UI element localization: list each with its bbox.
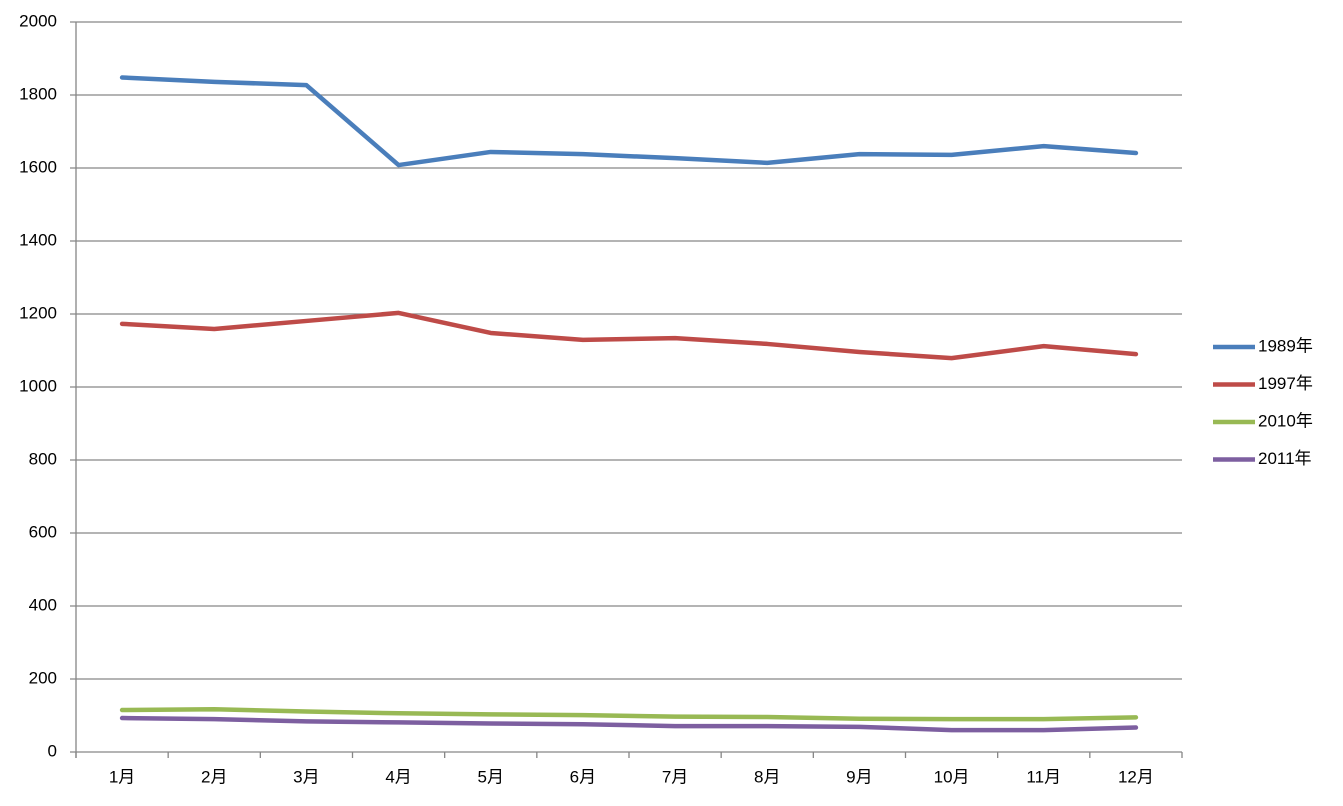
y-tick-label: 600 xyxy=(29,522,57,541)
y-tick-label: 1800 xyxy=(19,84,57,103)
x-tick-label: 12月 xyxy=(1118,767,1154,786)
x-tick-label: 7月 xyxy=(662,767,688,786)
y-tick-label: 200 xyxy=(29,668,57,687)
y-tick-label: 2000 xyxy=(19,11,57,30)
y-tick-label: 1000 xyxy=(19,376,57,395)
x-tick-label: 9月 xyxy=(846,767,872,786)
x-tick-label: 4月 xyxy=(385,767,411,786)
x-tick-label: 5月 xyxy=(478,767,504,786)
x-tick-label: 8月 xyxy=(754,767,780,786)
series-line xyxy=(119,75,1139,168)
x-tick-label: 3月 xyxy=(293,767,319,786)
y-tick-label: 1600 xyxy=(19,157,57,176)
legend-label: 1989年 xyxy=(1258,336,1313,355)
y-tick-label: 1400 xyxy=(19,230,57,249)
y-tick-label: 1200 xyxy=(19,303,57,322)
x-tick-label: 11月 xyxy=(1026,767,1061,786)
y-tick-label: 800 xyxy=(29,449,57,468)
legend-label: 1997年 xyxy=(1258,374,1313,393)
series-line xyxy=(119,310,1139,361)
legend-label: 2010年 xyxy=(1258,411,1313,430)
x-tick-label: 2月 xyxy=(201,767,227,786)
y-tick-label: 0 xyxy=(48,741,57,760)
y-tick-label: 400 xyxy=(29,595,57,614)
series-line xyxy=(119,707,1139,722)
x-tick-label: 10月 xyxy=(934,767,970,786)
x-tick-label: 6月 xyxy=(570,767,596,786)
x-tick-label: 1月 xyxy=(109,767,135,786)
series-line xyxy=(119,715,1139,733)
legend-label: 2011年 xyxy=(1258,449,1312,468)
